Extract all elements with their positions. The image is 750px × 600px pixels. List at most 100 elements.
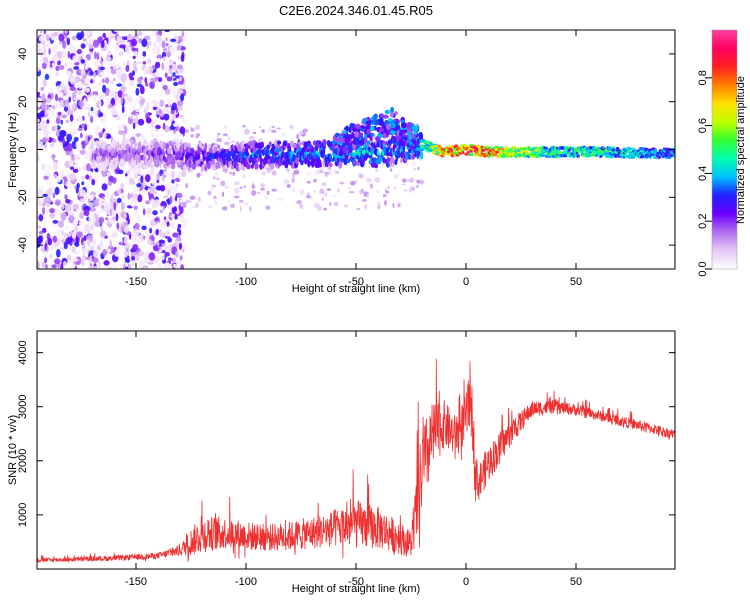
- spectrogram-noise-cell: [37, 106, 41, 111]
- spectrogram-noise-cell: [266, 167, 272, 173]
- spectrogram-noise-cell: [249, 135, 255, 141]
- spectrogram-noise-cell: [50, 143, 54, 148]
- spectrogram-noise-cell: [153, 255, 160, 264]
- spectrogram-signal-cell: [342, 146, 348, 154]
- spectrogram-noise-cell: [393, 186, 397, 191]
- spectrogram-noise-cell: [354, 180, 358, 184]
- spectrogram-noise-cell: [46, 177, 52, 187]
- spectrogram-signal-cell: [176, 141, 181, 149]
- spectrogram-noise-cell: [215, 177, 221, 181]
- spectrogram-noise-cell: [114, 46, 118, 52]
- spectrogram-noise-cell: [98, 216, 105, 224]
- spectrogram-signal-cell: [187, 146, 191, 153]
- spectrogram-noise-cell: [56, 85, 60, 93]
- spectrogram-noise-cell: [97, 260, 102, 269]
- spectrogram-noise-cell: [129, 106, 136, 112]
- spectrogram-signal-cell: [615, 146, 620, 150]
- spectrogram-noise-cell: [134, 230, 140, 236]
- snr-x-tick-label: -50: [348, 576, 364, 588]
- spectrogram-noise-cell: [327, 169, 333, 176]
- spectrogram-noise-cell: [158, 239, 165, 244]
- spectrogram-noise-cell: [145, 117, 152, 124]
- spectrogram-noise-cell: [92, 249, 99, 258]
- spectrogram-noise-cell: [52, 161, 59, 170]
- spectrogram-noise-cell: [73, 218, 79, 226]
- spectrogram-noise-cell: [79, 197, 85, 203]
- spectrogram-noise-cell: [42, 127, 49, 136]
- spectrogram-signal-cell: [421, 139, 426, 143]
- spectrogram-signal-cell: [334, 132, 340, 138]
- spectrogram-noise-cell: [369, 183, 374, 189]
- spectrogram-noise-cell: [168, 59, 174, 65]
- spectrogram-noise-cell: [109, 91, 116, 96]
- spectrogram-noise-cell: [132, 122, 136, 130]
- spectrogram-noise-cell: [69, 114, 74, 122]
- spectrogram-noise-cell: [129, 78, 135, 87]
- spectrogram-noise-cell: [44, 163, 51, 168]
- spectrogram-noise-cell: [299, 203, 304, 210]
- spectrogram-noise-cell: [52, 154, 55, 161]
- spectrogram-signal-cell: [401, 136, 406, 140]
- spectrogram-noise-cell: [155, 133, 159, 140]
- spectrogram-noise-cell: [150, 132, 155, 138]
- spectrogram-noise-cell: [103, 260, 110, 266]
- spectrogram-signal-cell: [107, 144, 113, 150]
- spectrogram-noise-cell: [111, 231, 118, 238]
- spectrogram-noise-cell: [105, 56, 112, 62]
- spectrogram-x-tick-label: -150: [125, 276, 147, 288]
- spectrogram-noise-cell: [179, 114, 184, 119]
- spectrogram-noise-cell: [74, 241, 80, 247]
- spectrogram-noise-cell: [37, 112, 44, 117]
- spectrogram-noise-cell: [271, 125, 275, 129]
- spectrogram-noise-cell: [125, 242, 131, 249]
- spectrogram-signal-cell: [121, 159, 126, 167]
- spectrogram-noise-cell: [94, 168, 99, 173]
- spectrogram-noise-cell: [259, 183, 266, 188]
- spectrogram-signal-cell: [348, 144, 353, 150]
- spectrogram-noise-cell: [62, 138, 66, 145]
- spectrogram-y-axis-title: Frequency (Hz): [7, 112, 19, 188]
- spectrogram-noise-cell: [180, 93, 185, 102]
- spectrogram-noise-cell: [158, 43, 162, 48]
- spectrogram-noise-cell: [291, 186, 296, 193]
- spectrogram-signal-cell: [470, 153, 474, 157]
- spectrogram-noise-cell: [129, 181, 136, 185]
- spectrogram-noise-cell: [312, 190, 317, 193]
- spectrogram-noise-cell: [78, 221, 82, 226]
- spectrogram-noise-cell: [196, 172, 201, 178]
- spectrogram-signal-cell: [359, 125, 366, 130]
- spectrogram-signal-cell: [343, 157, 348, 166]
- spectrogram-x-tick-label: -50: [348, 276, 364, 288]
- spectrogram-signal-cell: [393, 136, 397, 142]
- spectrogram-noise-cell: [116, 222, 120, 230]
- spectrogram-signal-cell: [394, 111, 398, 115]
- spectrogram-noise-cell: [159, 220, 165, 225]
- spectrogram-signal-cell: [407, 131, 412, 137]
- spectrogram-signal-cell: [137, 146, 142, 152]
- spectrogram-noise-cell: [175, 96, 181, 100]
- spectrogram-noise-cell: [162, 122, 166, 130]
- spectrogram-noise-cell: [251, 190, 257, 196]
- spectrogram-noise-cell: [178, 76, 182, 82]
- spectrogram-y-tick-label: -20: [17, 189, 29, 205]
- spectrogram-signal-cell: [204, 142, 208, 151]
- spectrogram-noise-cell: [83, 235, 87, 242]
- spectrogram-noise-cell: [80, 175, 86, 180]
- spectrogram-noise-cell: [107, 50, 112, 57]
- spectrogram-noise-cell: [361, 198, 367, 202]
- spectrogram-signal-cell: [246, 142, 249, 149]
- spectrogram-noise-cell: [94, 111, 98, 115]
- spectrogram-noise-cell: [181, 118, 187, 123]
- spectrogram-noise-cell: [79, 211, 85, 220]
- spectrogram-noise-cell: [75, 141, 79, 148]
- spectrogram-signal-cell: [625, 154, 628, 158]
- spectrogram-noise-cell: [151, 121, 155, 128]
- spectrogram-signal-cell: [197, 153, 201, 161]
- spectrogram-noise-cell: [37, 47, 44, 55]
- spectrogram-noise-cell: [41, 227, 47, 233]
- spectrogram-noise-cell: [90, 194, 95, 199]
- spectrogram-noise-cell: [95, 198, 100, 202]
- colorbar-tick-label: 0.6: [697, 118, 709, 133]
- spectrogram-noise-cell: [261, 128, 265, 134]
- spectrogram-noise-cell: [230, 140, 236, 144]
